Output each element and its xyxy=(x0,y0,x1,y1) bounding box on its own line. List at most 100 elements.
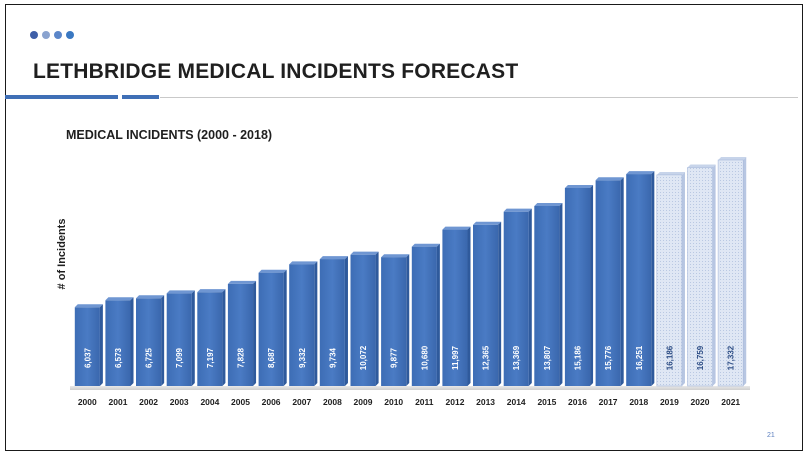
value-label-2016: 15,186 xyxy=(574,345,583,370)
page-number: 21 xyxy=(767,432,775,439)
x-tick-2002: 2002 xyxy=(139,397,158,407)
bar-2014 xyxy=(503,211,529,386)
value-label-2017: 15,776 xyxy=(604,345,613,370)
x-tick-2005: 2005 xyxy=(231,397,250,407)
value-label-2010: 9,877 xyxy=(390,347,399,368)
bar-top-2005 xyxy=(227,280,257,284)
value-label-2018: 16,251 xyxy=(635,345,644,370)
bar-top-2015 xyxy=(534,202,563,206)
forecast-bar-2020 xyxy=(687,167,713,387)
bar-top-2014 xyxy=(503,208,532,212)
bar-side-2011 xyxy=(436,243,440,386)
bar-2009 xyxy=(350,254,376,386)
value-label-2005: 7,828 xyxy=(237,347,246,368)
bar-side-2017 xyxy=(620,177,624,386)
x-tick-2021: 2021 xyxy=(721,397,740,407)
x-tick-2013: 2013 xyxy=(476,397,495,407)
value-label-2011: 10,680 xyxy=(420,345,429,370)
bar-2017 xyxy=(595,180,621,386)
value-label-2000: 6,037 xyxy=(83,347,92,368)
value-label-2006: 8,687 xyxy=(267,347,276,368)
value-label-2020: 16,759 xyxy=(696,345,705,370)
bar-2001 xyxy=(105,300,131,386)
bar-side-2007 xyxy=(314,261,318,386)
value-label-2004: 7,197 xyxy=(206,347,215,368)
bar-top-2012 xyxy=(442,226,471,230)
x-tick-2010: 2010 xyxy=(384,397,403,407)
bar-2006 xyxy=(258,272,284,386)
x-tick-2007: 2007 xyxy=(292,397,311,407)
bar-2000 xyxy=(74,307,100,386)
bar-side-2013 xyxy=(498,221,502,386)
bar-2002 xyxy=(136,298,162,386)
x-tick-2008: 2008 xyxy=(323,397,342,407)
chart-floor xyxy=(70,386,750,390)
bar-side-2015 xyxy=(559,202,563,386)
title-divider xyxy=(160,97,798,98)
value-label-2008: 9,734 xyxy=(328,347,337,368)
x-tick-2003: 2003 xyxy=(170,397,189,407)
forecast-bar-2021 xyxy=(717,159,744,387)
bar-side-2012 xyxy=(467,226,471,386)
bar-2011 xyxy=(411,246,437,386)
bar-top-2020 xyxy=(687,164,716,168)
bar-2013 xyxy=(473,224,499,386)
decorative-dots xyxy=(30,31,74,39)
x-tick-2000: 2000 xyxy=(78,397,97,407)
value-label-2002: 6,725 xyxy=(145,347,154,368)
x-tick-2017: 2017 xyxy=(599,397,618,407)
bar-2005 xyxy=(227,283,253,386)
bar-side-2000 xyxy=(99,304,103,386)
value-label-2012: 11,997 xyxy=(451,345,460,370)
slide-title: LETHBRIDGE MEDICAL INCIDENTS FORECAST xyxy=(33,60,519,83)
bar-side-2020 xyxy=(712,164,716,386)
bar-top-2021 xyxy=(718,157,747,160)
bar-2018 xyxy=(626,174,652,386)
value-label-2019: 16,186 xyxy=(665,345,674,370)
x-tick-2004: 2004 xyxy=(200,397,219,407)
forecast-bar-2019 xyxy=(656,174,683,387)
x-tick-2016: 2016 xyxy=(568,397,587,407)
dot-4 xyxy=(66,31,74,39)
bar-top-2007 xyxy=(289,261,318,265)
bar-top-2002 xyxy=(136,295,165,299)
bar-top-2008 xyxy=(319,256,348,260)
x-tick-2001: 2001 xyxy=(109,397,128,407)
value-label-2021: 17,332 xyxy=(727,345,736,370)
bar-2010 xyxy=(381,257,407,386)
bar-top-2013 xyxy=(473,221,502,225)
value-label-2014: 13,369 xyxy=(512,345,521,370)
bar-top-2017 xyxy=(595,177,624,181)
bar-side-2003 xyxy=(191,290,195,386)
x-tick-2018: 2018 xyxy=(629,397,648,407)
x-tick-2019: 2019 xyxy=(660,397,679,407)
value-label-2007: 9,332 xyxy=(298,347,307,368)
bar-top-2004 xyxy=(197,289,226,293)
bar-top-2016 xyxy=(564,184,594,188)
bar-side-2004 xyxy=(222,289,226,386)
bar-top-2019 xyxy=(656,171,685,175)
x-tick-2011: 2011 xyxy=(415,397,434,407)
bar-2003 xyxy=(166,293,192,386)
bar-2007 xyxy=(289,264,315,386)
x-tick-2012: 2012 xyxy=(446,397,465,407)
bar-2012 xyxy=(442,229,468,386)
bar-side-2005 xyxy=(253,280,257,386)
bar-side-2006 xyxy=(283,269,287,386)
chart-title: MEDICAL INCIDENTS (2000 - 2018) xyxy=(66,128,273,142)
x-tick-2009: 2009 xyxy=(354,397,373,407)
bar-side-2001 xyxy=(130,297,134,386)
bar-top-2018 xyxy=(626,171,655,175)
bar-top-2009 xyxy=(350,251,379,255)
x-tick-2020: 2020 xyxy=(691,397,710,407)
title-accent-bar-left xyxy=(5,95,118,99)
x-tick-2014: 2014 xyxy=(507,397,526,407)
bar-side-2010 xyxy=(406,254,410,386)
bar-side-2014 xyxy=(528,208,532,386)
bar-top-2010 xyxy=(381,254,410,258)
bar-side-2002 xyxy=(161,295,165,386)
title-accent-bar-right xyxy=(122,95,159,99)
x-tick-2006: 2006 xyxy=(262,397,281,407)
dot-2 xyxy=(42,31,50,39)
